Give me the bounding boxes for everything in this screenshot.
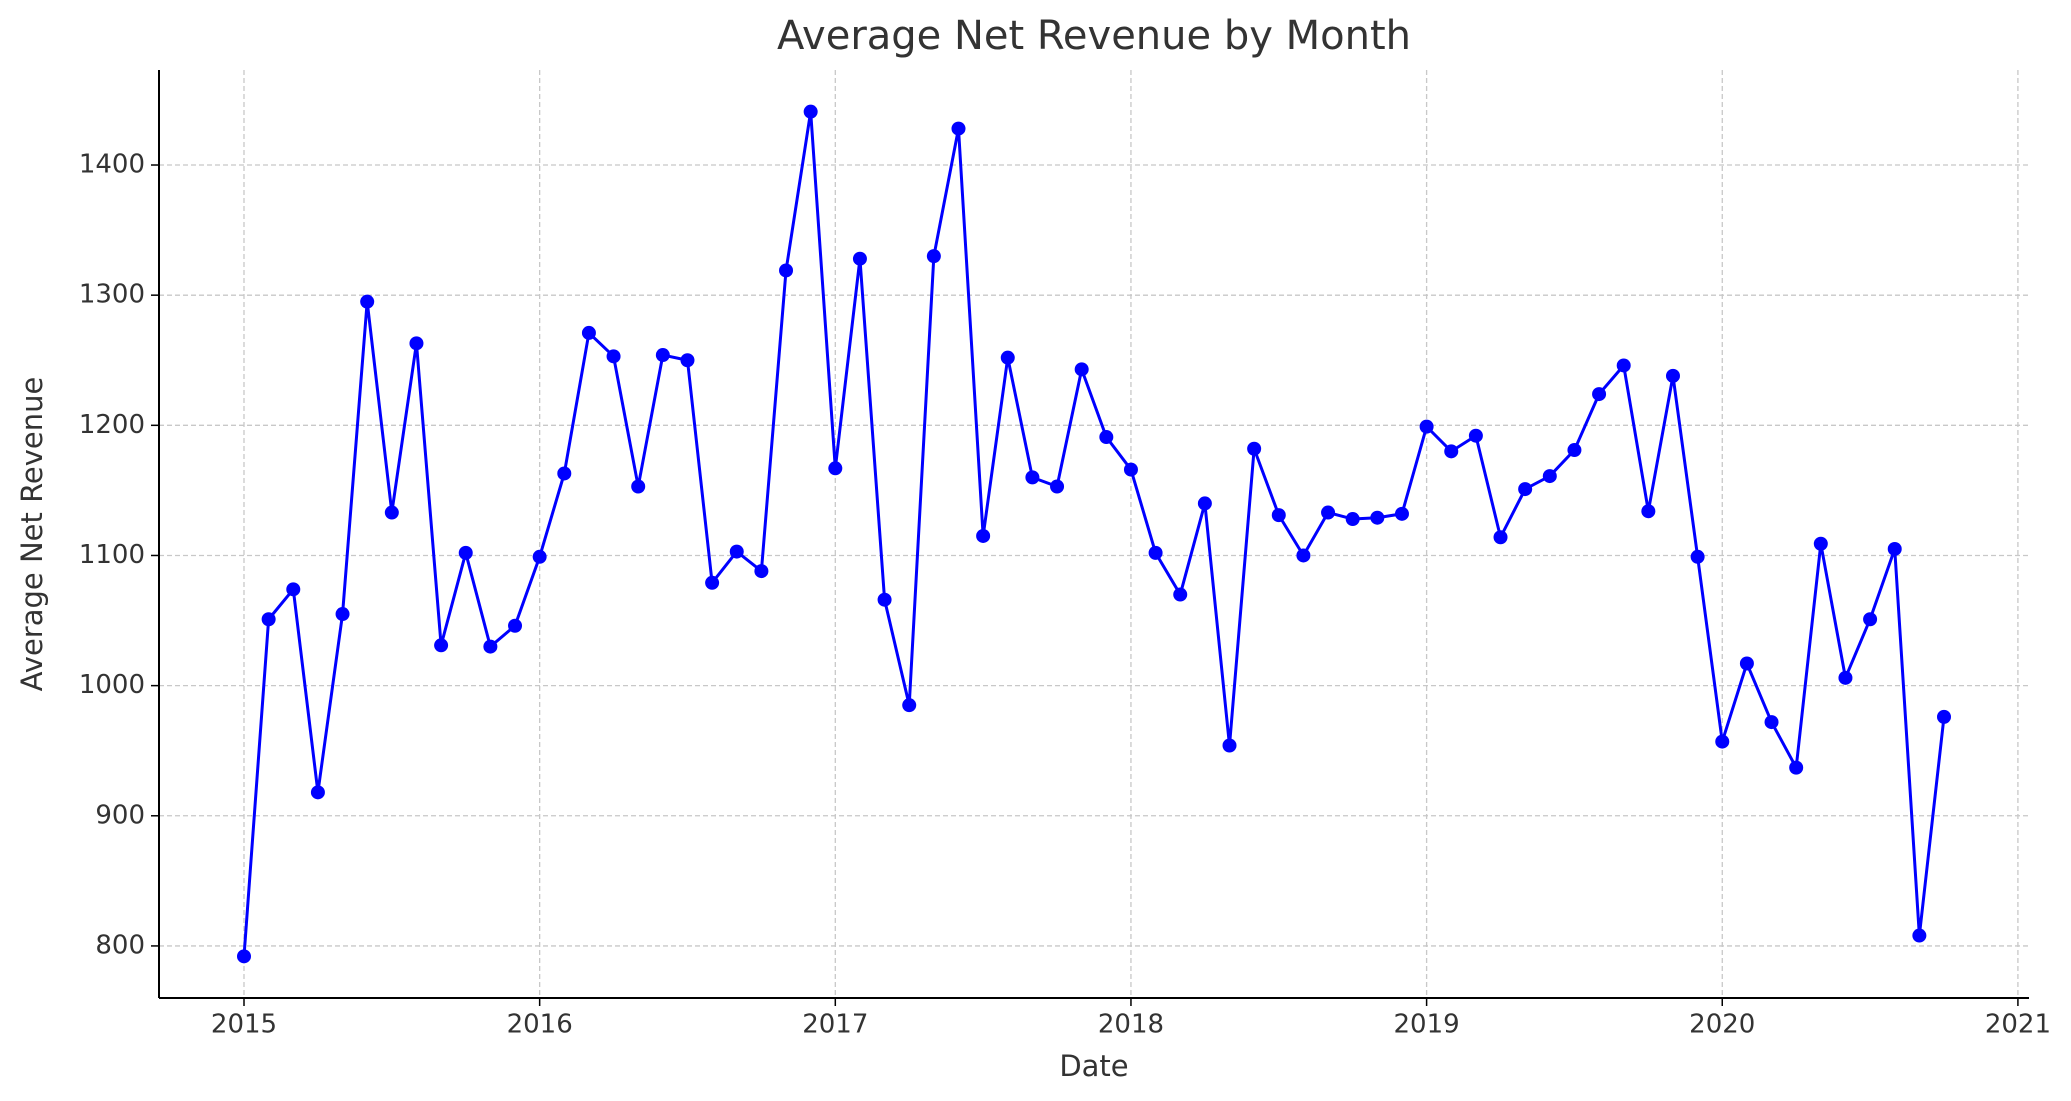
point	[384, 505, 399, 520]
point	[483, 639, 498, 654]
x-tick-label: 2021	[1985, 1010, 2051, 1040]
point	[1518, 482, 1533, 497]
point	[1000, 350, 1015, 365]
point	[803, 104, 818, 119]
point	[581, 325, 596, 340]
line	[242, 111, 1946, 957]
y-tick-label: 1200	[79, 410, 145, 440]
point	[1222, 738, 1237, 753]
point	[828, 461, 843, 476]
point	[779, 263, 794, 278]
point	[729, 544, 744, 559]
point	[1838, 670, 1853, 685]
point	[902, 698, 917, 713]
x-tick-label: 2017	[802, 1010, 868, 1040]
point	[1050, 479, 1065, 494]
point	[508, 618, 523, 633]
point	[1887, 541, 1902, 556]
point	[852, 251, 867, 266]
point	[1592, 387, 1607, 402]
point	[1739, 656, 1754, 671]
point	[1247, 441, 1262, 456]
x-axis-label: Date	[1059, 1049, 1128, 1083]
point	[655, 348, 670, 363]
point	[1665, 368, 1680, 383]
point	[1567, 443, 1582, 458]
point	[1912, 928, 1927, 943]
point	[1173, 587, 1188, 602]
y-tick-label: 1300	[79, 280, 145, 310]
point	[1025, 470, 1040, 485]
point	[705, 575, 720, 590]
point	[1321, 505, 1336, 520]
y-tick-label: 1100	[79, 540, 145, 570]
point	[1271, 508, 1286, 523]
point	[1715, 734, 1730, 749]
point	[976, 528, 991, 543]
point	[360, 294, 375, 309]
point	[1345, 512, 1360, 527]
point	[1296, 548, 1311, 563]
y-tick-label: 900	[95, 800, 145, 830]
point	[532, 549, 547, 564]
x-tick-label: 2020	[1689, 1010, 1755, 1040]
point	[1690, 549, 1705, 564]
point	[1542, 469, 1557, 484]
y-tick-label: 1000	[79, 670, 145, 700]
point	[557, 466, 572, 481]
point	[877, 592, 892, 607]
point	[261, 612, 276, 627]
point	[1789, 760, 1804, 775]
y-axis-label: Average Net Revenue	[15, 377, 49, 692]
x-tick-label: 2016	[507, 1010, 573, 1040]
y-tick-label: 800	[95, 930, 145, 960]
point	[434, 638, 449, 653]
y-tick-label: 1400	[79, 150, 145, 180]
point	[458, 545, 473, 560]
x-tick-label: 2015	[211, 1010, 277, 1040]
point	[1813, 536, 1828, 551]
point	[1419, 419, 1434, 434]
point	[1764, 715, 1779, 730]
point	[1370, 510, 1385, 525]
point	[926, 249, 941, 264]
point	[951, 121, 966, 136]
x-tick-label: 2018	[1098, 1010, 1164, 1040]
point	[680, 353, 695, 368]
point	[1863, 612, 1878, 627]
point	[286, 582, 301, 597]
x-tick-label: 2019	[1394, 1010, 1460, 1040]
point	[335, 607, 350, 622]
point	[1074, 362, 1089, 377]
point	[1641, 504, 1656, 519]
point	[1468, 428, 1483, 443]
point	[1148, 545, 1163, 560]
point	[1099, 430, 1114, 445]
point	[1616, 358, 1631, 373]
point	[606, 349, 621, 364]
point	[1123, 462, 1138, 477]
point	[310, 785, 325, 800]
point	[1394, 506, 1409, 521]
point	[1444, 444, 1459, 459]
point	[237, 949, 251, 964]
point	[409, 336, 424, 351]
point	[1937, 709, 1951, 724]
point	[631, 479, 646, 494]
chart-title: Average Net Revenue by Month	[777, 13, 1411, 59]
point	[1197, 496, 1212, 511]
point	[754, 564, 769, 579]
point	[1493, 530, 1508, 545]
